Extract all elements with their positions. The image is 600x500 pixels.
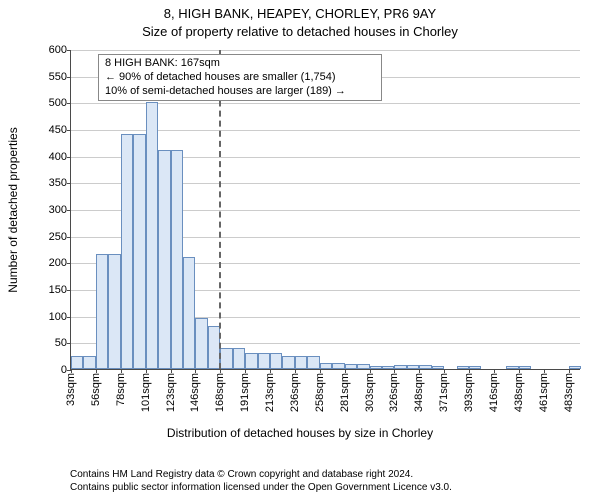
y-tick-label: 100 [49,311,71,323]
x-tick-label: 483sqm [563,373,575,412]
x-tick-label: 326sqm [388,373,400,412]
footnote-line2: Contains public sector information licen… [70,481,452,494]
x-tick-label: 56sqm [90,373,102,406]
histogram-bar [370,366,382,369]
histogram-bar [295,356,307,369]
histogram-bar [258,353,270,369]
chart-annotation-box: 8 HIGH BANK: 167sqm ← 90% of detached ho… [98,54,382,101]
histogram-bar [158,150,170,369]
histogram-bar [382,366,394,369]
y-tick-label: 250 [49,231,71,243]
y-tick-label: 200 [49,257,71,269]
histogram-bar [121,134,133,369]
histogram-bar [183,257,195,369]
y-tick-label: 600 [49,44,71,56]
footnote: Contains HM Land Registry data © Crown c… [70,468,452,494]
y-tick-label: 450 [49,124,71,136]
x-tick-label: 438sqm [513,373,525,412]
x-axis-label: Distribution of detached houses by size … [0,426,600,440]
histogram-bar [432,366,444,369]
histogram-bar [146,102,158,369]
histogram-bar [133,134,145,369]
x-tick-label: 101sqm [140,373,152,412]
footnote-line1: Contains HM Land Registry data © Crown c… [70,468,452,481]
histogram-bar [407,365,419,369]
x-tick-label: 303sqm [364,373,376,412]
y-axis-label: Number of detached properties [6,127,20,292]
x-tick-label: 146sqm [189,373,201,412]
x-tick-label: 258sqm [314,373,326,412]
x-tick-label: 461sqm [538,373,550,412]
annotation-line2: ← 90% of detached houses are smaller (1,… [105,71,375,85]
histogram-bar [233,348,245,369]
histogram-bar [345,364,357,369]
y-tick-label: 50 [55,337,71,349]
histogram-bar [357,364,369,369]
gridline [71,50,580,51]
y-tick-label: 400 [49,151,71,163]
x-tick-label: 393sqm [463,373,475,412]
histogram-bar [96,254,108,369]
page-title-line2: Size of property relative to detached ho… [0,24,600,39]
histogram-bar [245,353,257,369]
histogram-bar [320,363,332,369]
x-tick-label: 236sqm [289,373,301,412]
x-tick-label: 191sqm [239,373,251,412]
x-tick-label: 78sqm [115,373,127,406]
histogram-bar [71,356,83,369]
histogram-bar [307,356,319,369]
histogram-bar [332,363,344,369]
histogram-bar [394,365,406,369]
x-tick-label: 168sqm [214,373,226,412]
histogram-bar [282,356,294,369]
y-tick-label: 500 [49,97,71,109]
y-tick-label: 150 [49,284,71,296]
x-tick-label: 123sqm [165,373,177,412]
x-tick-label: 33sqm [65,373,77,406]
y-tick-label: 550 [49,71,71,83]
histogram-bar [457,366,469,369]
y-tick-label: 300 [49,204,71,216]
histogram-bar [519,366,531,369]
histogram-bar [569,366,581,369]
x-tick-label: 348sqm [413,373,425,412]
histogram-bar [220,348,232,369]
histogram-bar [195,318,207,369]
histogram-bar [171,150,183,369]
x-tick-label: 416sqm [488,373,500,412]
histogram-bar [108,254,120,369]
histogram-bar [506,366,518,369]
histogram-bar [270,353,282,369]
annotation-line3: 10% of semi-detached houses are larger (… [105,85,375,99]
x-tick-label: 213sqm [264,373,276,412]
histogram-bar [469,366,481,369]
x-tick-label: 371sqm [438,373,450,412]
y-tick-label: 350 [49,177,71,189]
annotation-line1: 8 HIGH BANK: 167sqm [105,57,375,71]
histogram-bar [83,356,95,369]
page-title-line1: 8, HIGH BANK, HEAPEY, CHORLEY, PR6 9AY [0,6,600,21]
histogram-bar [419,365,431,369]
x-tick-label: 281sqm [339,373,351,412]
